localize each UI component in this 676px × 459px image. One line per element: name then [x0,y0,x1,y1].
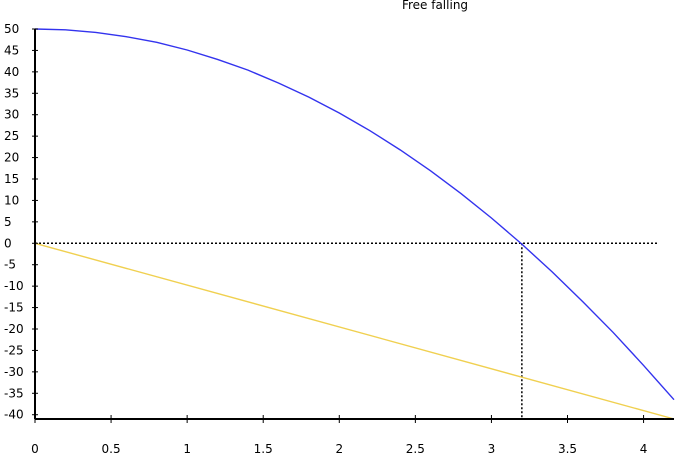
y-tick-label-6: 20 [4,151,19,165]
y-tick-label-16: -30 [4,365,24,379]
chart-title: Free falling [402,0,468,12]
x-tick-label-1: 0.5 [102,442,121,454]
x-tick-label-5: 2.5 [406,442,425,454]
y-tick-label-8: 10 [4,193,19,207]
y-tick-label-3: 35 [4,86,19,100]
y-tick-label-14: -20 [4,322,24,336]
y-tick-label-18: -40 [4,408,24,422]
axes-layer: 50454035302520151050-5-10-15-20-25-30-35… [4,22,674,456]
x-tick-label-6: 3 [488,442,496,454]
y-tick-label-2: 40 [4,65,19,79]
y-tick-label-9: 5 [4,215,12,229]
reference-lines [35,242,659,419]
y-tick-label-4: 30 [4,108,19,122]
x-tick-label-4: 2 [335,442,343,454]
series-line-0 [34,28,675,401]
y-tick-label-17: -35 [4,386,24,400]
y-tick-label-15: -25 [4,343,24,357]
y-tick-label-10: 0 [4,236,12,250]
y-tick-label-13: -15 [4,301,24,315]
y-tick-label-11: -5 [4,258,16,272]
x-tick-label-0: 0 [31,442,39,454]
x-tick-label-2: 1 [183,442,191,454]
x-tick-label-3: 1.5 [254,442,273,454]
y-tick-label-5: 25 [4,129,19,143]
y-tick-label-1: 45 [4,43,19,57]
y-tick-label-0: 50 [4,22,19,36]
y-tick-label-12: -10 [4,279,24,293]
series-line-1 [34,242,675,420]
series-layer [34,28,675,420]
y-tick-label-7: 15 [4,172,19,186]
x-tick-label-7: 3.5 [558,442,577,454]
x-tick-label-8: 4 [640,442,648,454]
